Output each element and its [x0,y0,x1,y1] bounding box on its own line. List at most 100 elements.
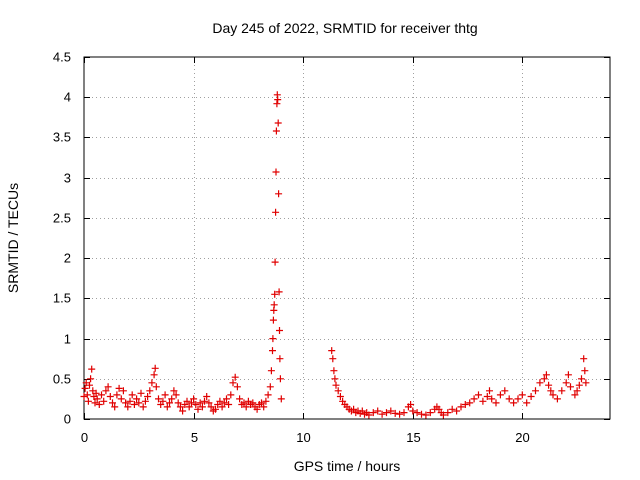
data-point [407,401,415,408]
data-point [249,399,257,407]
data-point [580,355,588,363]
grid-layer [84,57,610,419]
data-point [111,403,119,411]
data-point [369,409,377,417]
data-point [276,375,284,383]
data-point [374,407,382,415]
data-point [258,399,265,407]
data-point [479,397,487,405]
chart-title: Day 245 of 2022, SRMTID for receiver tht… [212,20,477,36]
data-point [185,403,193,411]
data-point [571,391,579,399]
data-point [196,399,204,407]
data-point [151,364,159,372]
data-point [496,391,504,399]
data-point [272,208,280,216]
data-point [172,391,180,399]
data-point [274,96,282,104]
data-point [486,387,493,395]
data-point [260,403,268,411]
y-axis-title: SRMTID / TECUs [5,183,21,293]
data-point [518,391,526,399]
data-point [453,407,461,415]
data-point [269,347,276,355]
data-point [272,168,280,176]
data-point [505,395,513,403]
data-point [218,403,226,411]
data-point [144,393,152,400]
data-point [272,127,280,135]
data-point [225,401,233,408]
data-point [578,375,585,383]
x-tick-label: 20 [515,430,529,445]
data-point [168,395,176,403]
data-point [266,383,274,391]
data-point [220,399,228,407]
data-point [422,411,430,419]
data-point [236,395,244,403]
data-point [161,391,169,399]
data-point [545,381,553,389]
data-point [205,399,213,407]
data-point [166,399,173,407]
data-point [176,403,184,411]
data-point [470,395,478,403]
data-point [87,375,95,383]
data-point [146,387,154,395]
data-point [80,393,88,400]
x-axis-title: GPS time / hours [294,458,401,474]
data-point [187,399,195,407]
data-point [466,399,474,407]
x-tick-label: 10 [296,430,310,445]
data-point [581,367,589,375]
points-layer [80,91,590,419]
data-point [383,409,390,417]
data-point [413,409,421,417]
data-point [328,347,336,355]
data-point [475,391,482,399]
data-point [270,301,278,309]
data-point [553,395,561,403]
data-point [242,403,250,411]
data-point [396,410,404,418]
plot-frame [83,56,611,420]
data-point [130,401,138,408]
data-point [170,387,178,395]
data-point [562,379,570,387]
data-point [378,410,386,418]
data-point [492,399,500,407]
data-point [336,393,344,400]
data-point [183,397,191,405]
data-point [274,119,282,127]
data-point [86,381,93,389]
data-point [269,316,277,324]
data-point [117,395,125,403]
data-point [137,389,145,397]
data-point [233,383,241,391]
data-point [330,367,338,375]
data-point [444,409,452,417]
x-tick-label: 15 [406,430,420,445]
data-point [104,383,112,391]
data-point [83,391,91,399]
data-point [124,403,132,411]
data-point [115,384,123,392]
data-point [271,290,279,298]
data-point [501,387,509,395]
data-point [113,391,121,399]
data-point [262,397,270,405]
data-point [126,397,134,405]
data-point [141,397,149,405]
data-point [240,399,248,407]
data-point [426,409,434,417]
data-point [461,401,469,408]
data-point [483,393,491,400]
x-tick-label: 5 [191,430,198,445]
data-point [192,401,200,408]
y-tick-label: 1 [64,332,71,347]
data-point [271,258,279,266]
data-point [229,379,237,387]
data-point [582,379,590,387]
data-point [439,411,447,419]
data-point [540,375,548,383]
